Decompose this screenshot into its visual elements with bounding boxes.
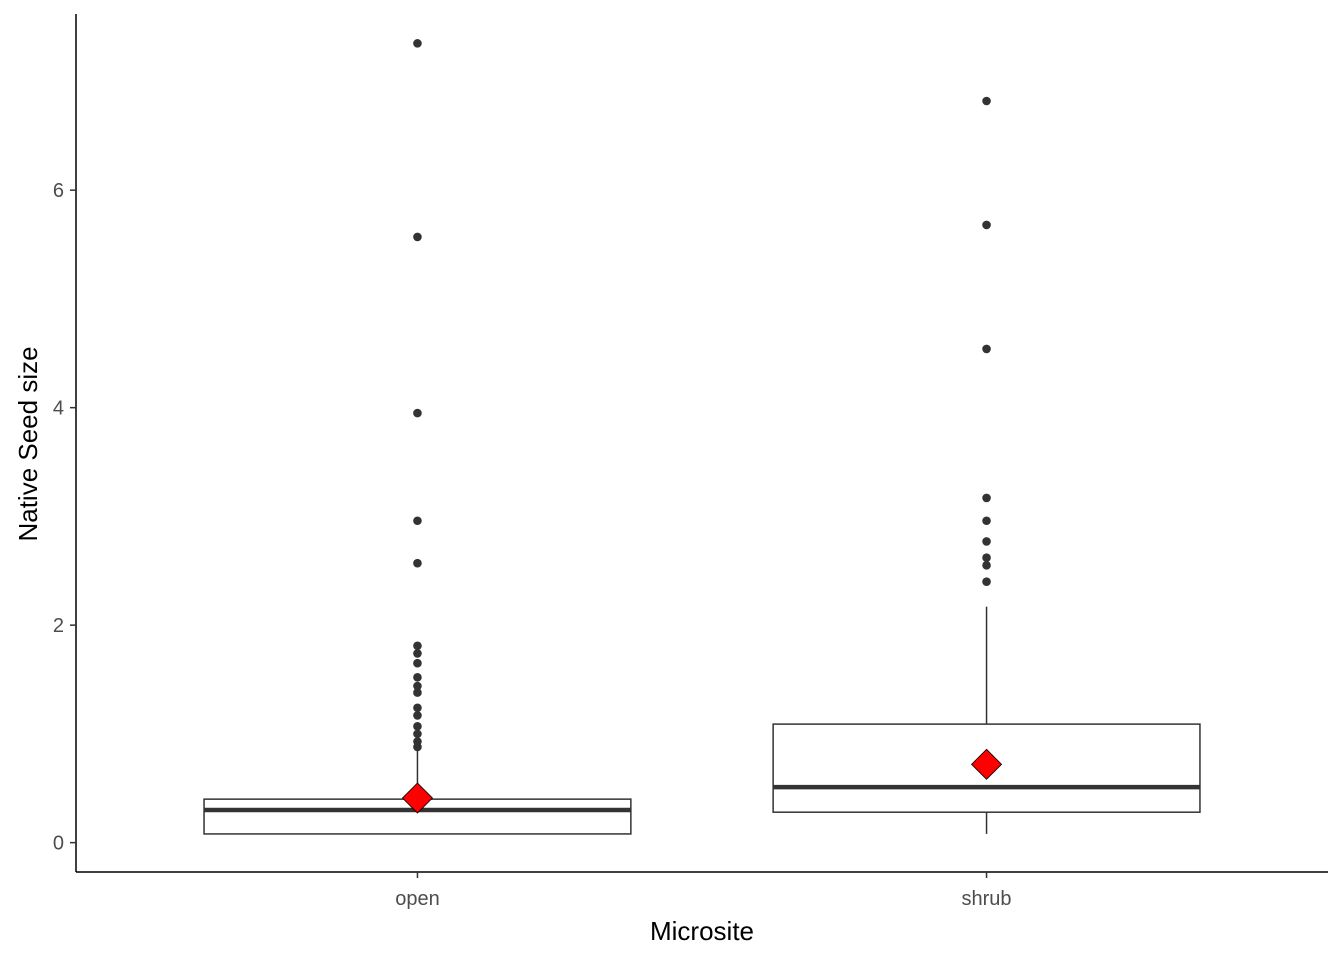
outlier-point: [413, 39, 422, 48]
box-group-shrub: [772, 96, 1201, 834]
outlier-point: [413, 681, 422, 691]
outlier-point: [982, 516, 991, 526]
outlier-point: [413, 711, 422, 720]
y-tick-label: 2: [53, 615, 64, 637]
outlier-point: [413, 558, 422, 568]
y-tick-label: 6: [53, 180, 64, 202]
outlier-point: [413, 673, 422, 682]
outlier-point: [413, 703, 422, 713]
outlier-point: [413, 408, 422, 418]
y-axis-title: Native Seed size: [13, 346, 43, 541]
outlier-point: [982, 344, 991, 354]
outlier-point: [982, 553, 991, 563]
axes: 0 2 4 6 open shrub: [53, 14, 1328, 910]
outlier-point: [413, 729, 422, 739]
outlier-point: [982, 96, 991, 106]
outlier-point: [413, 516, 422, 526]
outlier-point: [982, 220, 991, 230]
x-tick-label: open: [395, 888, 440, 910]
outlier-point: [413, 232, 422, 242]
outlier-point: [982, 537, 991, 546]
outlier-point: [982, 577, 991, 586]
x-axis-title: Microsite: [650, 916, 754, 946]
y-tick-label: 4: [53, 398, 64, 420]
outlier-point: [982, 493, 991, 503]
x-tick-label: shrub: [962, 888, 1012, 910]
outlier-point: [982, 561, 991, 570]
outlier-point: [413, 649, 422, 658]
outlier-point: [413, 658, 422, 668]
outlier-point: [413, 737, 422, 746]
plot-area: [203, 39, 1201, 835]
outlier-point: [413, 688, 422, 697]
mean-marker: [970, 748, 1003, 780]
outlier-point: [413, 721, 422, 731]
box-group-open: [203, 39, 632, 835]
mean-marker: [401, 782, 434, 814]
outlier-point: [413, 641, 422, 651]
y-tick-label: 0: [53, 833, 64, 855]
